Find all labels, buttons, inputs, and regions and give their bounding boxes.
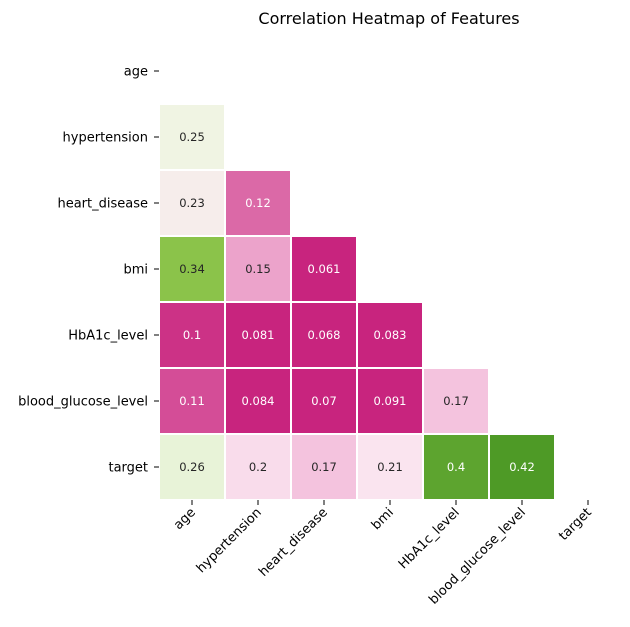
y-tick-label: blood_glucose_level bbox=[18, 395, 148, 410]
y-tick-label: hypertension bbox=[63, 131, 148, 146]
y-tick-label: age bbox=[124, 65, 148, 80]
cell-value-label: 0.068 bbox=[308, 328, 341, 342]
cell-value-label: 0.12 bbox=[245, 196, 271, 210]
y-tick-label: bmi bbox=[123, 263, 148, 278]
x-tick-label: target bbox=[556, 505, 595, 544]
x-tick-label: bmi bbox=[369, 505, 397, 533]
cell-value-label: 0.07 bbox=[311, 394, 337, 408]
cell-value-label: 0.15 bbox=[245, 262, 271, 276]
cell-value-label: 0.21 bbox=[377, 460, 403, 474]
cell-value-label: 0.081 bbox=[242, 328, 275, 342]
x-tick-label: hypertension bbox=[194, 505, 265, 576]
heatmap-cell bbox=[158, 169, 226, 237]
cell-value-label: 0.23 bbox=[179, 196, 205, 210]
y-tick-label: heart_disease bbox=[57, 197, 148, 212]
y-tick-label: HbA1c_level bbox=[68, 329, 148, 344]
cell-value-label: 0.2 bbox=[249, 460, 267, 474]
cell-value-label: 0.091 bbox=[374, 394, 407, 408]
heatmap-cell bbox=[224, 433, 292, 501]
heatmap-cell bbox=[224, 301, 292, 369]
cell-value-label: 0.4 bbox=[447, 460, 465, 474]
cell-value-label: 0.25 bbox=[179, 130, 205, 144]
x-tick-label: age bbox=[171, 505, 199, 533]
heatmap-cell bbox=[290, 235, 358, 303]
cell-value-label: 0.26 bbox=[179, 460, 205, 474]
x-tick-label: heart_disease bbox=[256, 505, 331, 580]
chart-title: Correlation Heatmap of Features bbox=[258, 9, 519, 28]
heatmap-cell bbox=[422, 433, 490, 501]
cell-value-label: 0.17 bbox=[443, 394, 469, 408]
heatmap-cell bbox=[356, 367, 424, 435]
heatmap-cell bbox=[356, 301, 424, 369]
cell-value-label: 0.11 bbox=[179, 394, 205, 408]
cell-value-label: 0.083 bbox=[374, 328, 407, 342]
heatmap-cell bbox=[224, 367, 292, 435]
x-tick-label: HbA1c_level bbox=[396, 505, 463, 572]
cell-value-label: 0.42 bbox=[509, 460, 535, 474]
heatmap-cell bbox=[488, 433, 556, 501]
y-tick-label: target bbox=[108, 461, 148, 476]
cell-value-label: 0.34 bbox=[179, 262, 205, 276]
cell-value-label: 0.1 bbox=[183, 328, 201, 342]
cell-value-label: 0.084 bbox=[242, 394, 275, 408]
cell-value-label: 0.061 bbox=[308, 262, 341, 276]
cell-value-label: 0.17 bbox=[311, 460, 337, 474]
heatmap-cell bbox=[356, 433, 424, 501]
heatmap-cells: 0.25 0.23 0.12 0.34 0.15 0.061 0.1 0.081 0.068 0.… bbox=[158, 103, 556, 501]
